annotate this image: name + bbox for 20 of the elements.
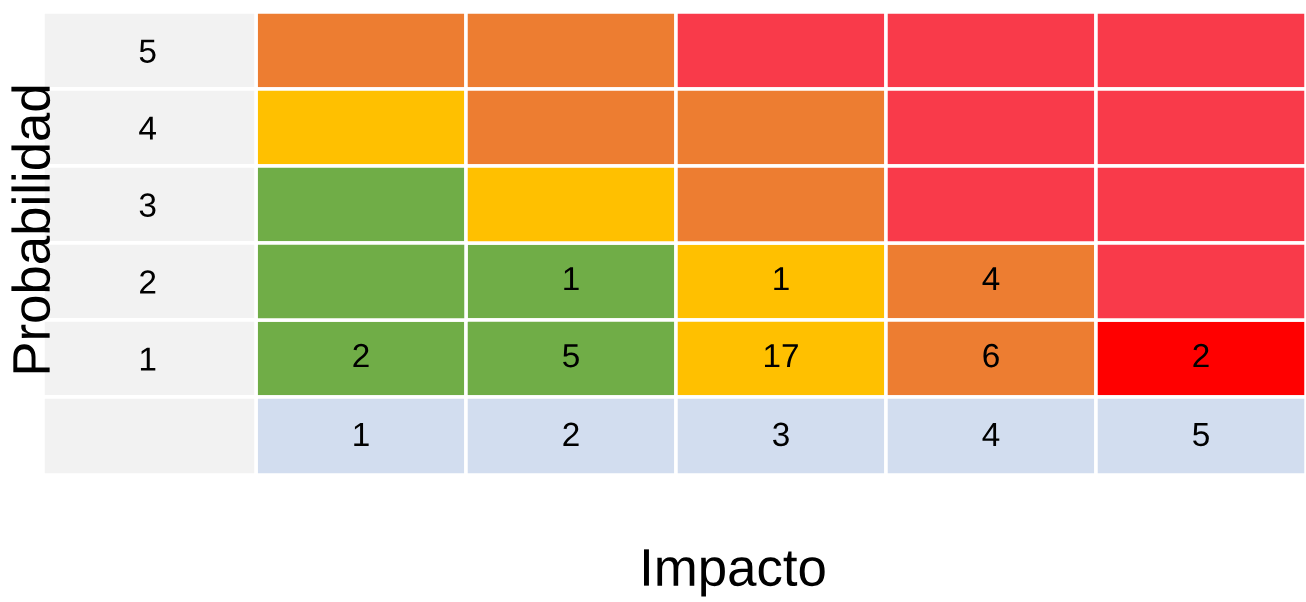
data-label: 2	[353, 343, 369, 368]
y-axis-title: Probabilidad	[11, 86, 51, 373]
y-tick-label: 3	[139, 193, 156, 217]
y-tick-label: 5	[139, 39, 156, 63]
x-tick-label: 2	[563, 422, 579, 446]
y-tick-label: 4	[139, 116, 156, 140]
x-tick-label: 1	[354, 422, 369, 446]
x-axis-title: Impacto	[644, 549, 825, 597]
y-tick-label: 1	[140, 347, 156, 371]
x-tick-label: 3	[773, 422, 789, 447]
data-label: 5	[563, 344, 579, 368]
data-label: 2	[1193, 343, 1209, 368]
data-label: 1	[774, 267, 789, 291]
data-label: 4	[982, 267, 1000, 291]
y-tick-label: 2	[140, 270, 156, 294]
data-label: 1	[564, 267, 579, 291]
x-tick-label: 5	[1193, 422, 1209, 447]
data-label: 17	[765, 344, 798, 368]
data-label: 6	[983, 343, 999, 368]
x-tick-label: 4	[982, 422, 1000, 446]
